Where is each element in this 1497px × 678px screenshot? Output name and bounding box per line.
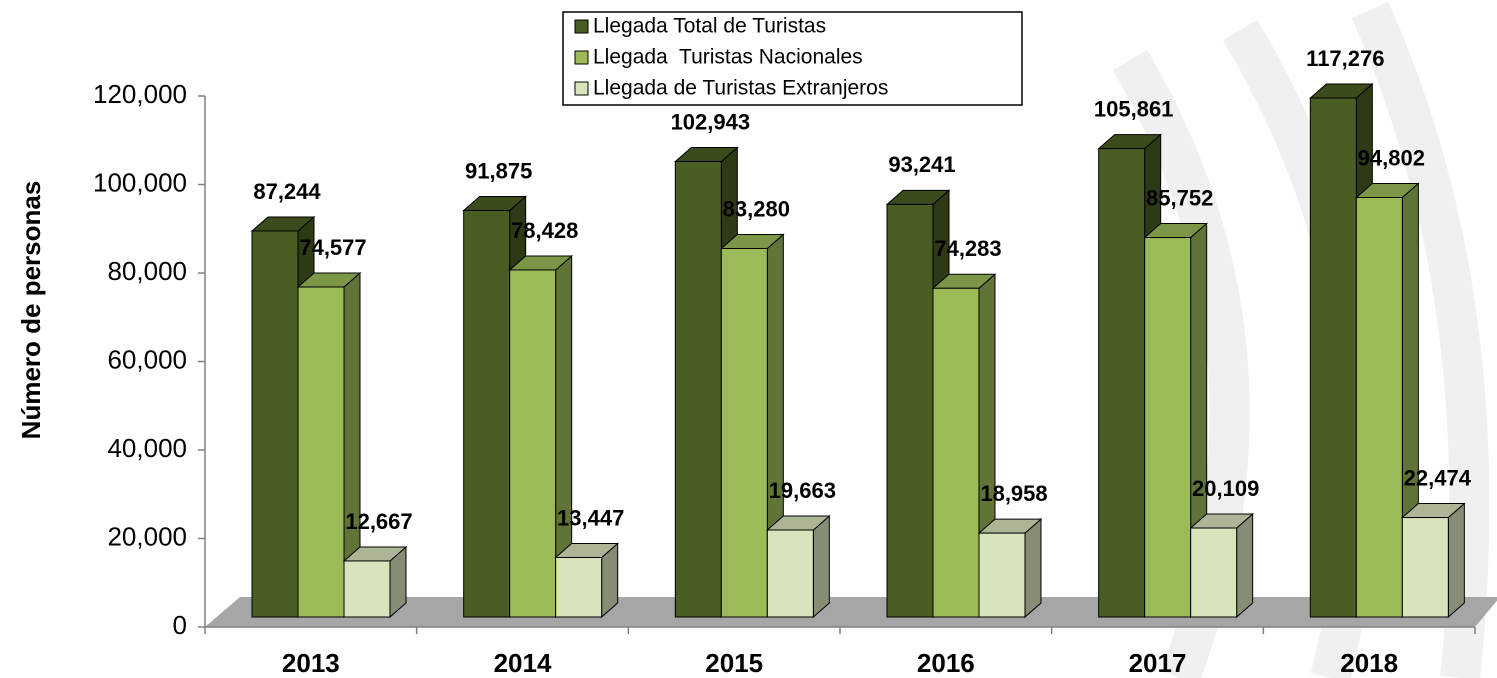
y-tick-label: 0 xyxy=(173,610,187,640)
bar-side xyxy=(812,514,830,619)
bar xyxy=(251,230,299,618)
data-label: 74,577 xyxy=(299,235,366,260)
data-label: 13,447 xyxy=(557,505,624,530)
legend-box xyxy=(562,11,1023,106)
y-tick-label: 20,000 xyxy=(107,521,187,551)
bar xyxy=(1355,197,1403,618)
bar xyxy=(886,203,934,618)
bar xyxy=(1309,97,1357,618)
bar xyxy=(343,560,391,618)
y-tick-label: 80,000 xyxy=(107,256,187,286)
legend-label: Llegada Turistas Nacionales xyxy=(593,46,863,69)
data-label: 18,958 xyxy=(980,481,1047,506)
legend-swatch xyxy=(574,81,589,96)
data-label: 93,241 xyxy=(888,152,955,177)
bar xyxy=(297,286,345,618)
legend-swatch xyxy=(574,19,589,34)
y-tick-label: 100,000 xyxy=(93,167,187,197)
y-tick-label: 40,000 xyxy=(107,433,187,463)
x-tick-label: 2017 xyxy=(1129,648,1187,678)
y-tick-label: 60,000 xyxy=(107,344,187,374)
y-axis-label: Número de personas xyxy=(16,181,46,440)
bar-side xyxy=(1447,502,1465,619)
bar xyxy=(766,529,814,618)
bar xyxy=(978,532,1026,618)
data-label: 12,667 xyxy=(345,509,412,534)
data-label: 87,244 xyxy=(253,179,321,204)
data-label: 22,474 xyxy=(1404,465,1472,490)
bar xyxy=(1401,517,1449,618)
y-tick-label: 120,000 xyxy=(93,79,187,109)
data-label: 74,283 xyxy=(934,236,1001,261)
legend-swatch xyxy=(574,50,589,65)
data-label: 105,861 xyxy=(1094,96,1174,121)
bar xyxy=(674,160,722,618)
bar xyxy=(509,269,557,618)
data-label: 78,428 xyxy=(511,218,578,243)
x-tick-label: 2018 xyxy=(1340,648,1398,678)
data-label: 91,875 xyxy=(465,158,532,183)
x-tick-label: 2016 xyxy=(917,648,975,678)
bar xyxy=(463,209,511,618)
x-tick-label: 2014 xyxy=(494,648,552,678)
bar xyxy=(1098,148,1146,618)
legend-label: Llegada Total de Turistas xyxy=(593,15,826,38)
data-label: 83,280 xyxy=(723,196,790,221)
data-label: 117,276 xyxy=(1306,46,1384,71)
data-label: 102,943 xyxy=(671,109,751,134)
bar xyxy=(555,556,603,618)
data-label: 19,663 xyxy=(769,478,836,503)
legend-label: Llegada de Turistas Extranjeros xyxy=(593,77,888,100)
data-label: 94,802 xyxy=(1358,145,1425,170)
bar xyxy=(1144,237,1192,618)
bar-side xyxy=(1024,518,1042,619)
bar xyxy=(1190,527,1238,618)
bar xyxy=(932,287,980,618)
x-tick-label: 2013 xyxy=(282,648,340,678)
data-label: 20,109 xyxy=(1192,476,1259,501)
bar-side xyxy=(1236,512,1254,619)
data-label: 85,752 xyxy=(1146,185,1213,210)
bar xyxy=(720,247,768,618)
x-tick-label: 2015 xyxy=(705,648,763,678)
